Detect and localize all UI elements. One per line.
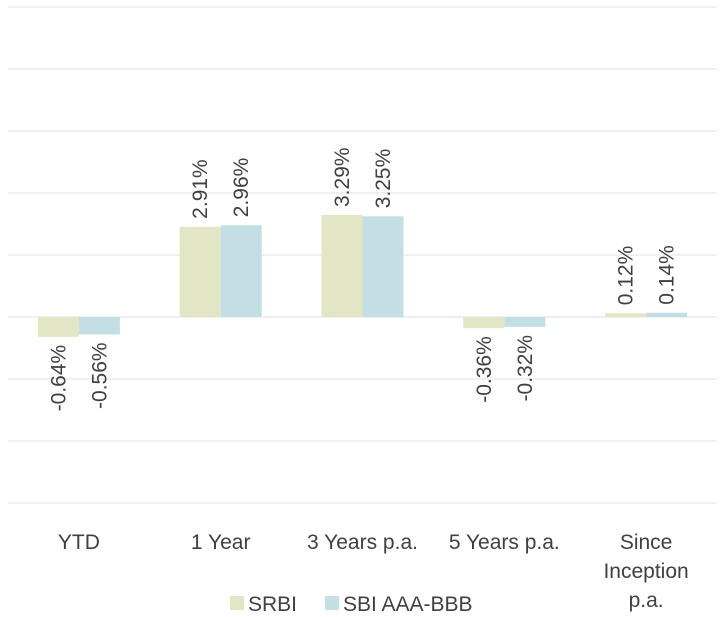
legend-label: SRBI: [248, 593, 297, 616]
bar-srbi: [463, 317, 505, 329]
data-label: 2.96%: [230, 158, 253, 218]
legend-swatch: [325, 596, 339, 610]
bar-sbi-aaa-bbb: [646, 312, 688, 317]
bars: [37, 215, 688, 337]
bar-srbi: [179, 226, 221, 317]
data-label: -0.56%: [88, 342, 111, 409]
legend-label: SBI AAA-BBB: [343, 593, 473, 616]
data-label: 0.12%: [615, 246, 638, 306]
x-axis-tick-labels: YTD 1 Year 3 Years p.a. 5 Years p.a. Since In…: [58, 531, 689, 612]
bar-sbi-aaa-bbb: [220, 225, 262, 317]
bar-sbi-aaa-bbb: [78, 317, 120, 335]
data-label: -0.64%: [47, 345, 70, 412]
x-tick-label: Since: [620, 531, 673, 554]
x-tick-label: 3 Years p.a.: [307, 531, 418, 554]
data-label: 2.91%: [189, 159, 212, 219]
x-tick-label: Inception: [603, 560, 688, 583]
x-tick-label: p.a.: [629, 589, 664, 612]
bar-srbi: [37, 317, 79, 337]
bar-srbi: [605, 313, 647, 317]
data-label: 3.29%: [331, 147, 354, 207]
data-label: -0.32%: [514, 335, 537, 402]
x-tick-label: YTD: [58, 531, 100, 554]
x-tick-label: 1 Year: [191, 531, 251, 554]
bar-sbi-aaa-bbb: [362, 216, 404, 318]
data-label: 3.25%: [372, 149, 395, 209]
bar-sbi-aaa-bbb: [504, 317, 546, 327]
data-label: -0.36%: [473, 336, 496, 403]
legend: SRBI SBI AAA-BBB: [230, 593, 473, 616]
data-label: 0.14%: [656, 245, 679, 305]
bar-srbi: [321, 215, 363, 317]
x-tick-label: 5 Years p.a.: [449, 531, 560, 554]
data-labels: -0.64% -0.56% 2.91% 2.96% 3.29% 3.25% -0.36% -0…: [47, 147, 678, 411]
legend-swatch: [230, 596, 244, 610]
